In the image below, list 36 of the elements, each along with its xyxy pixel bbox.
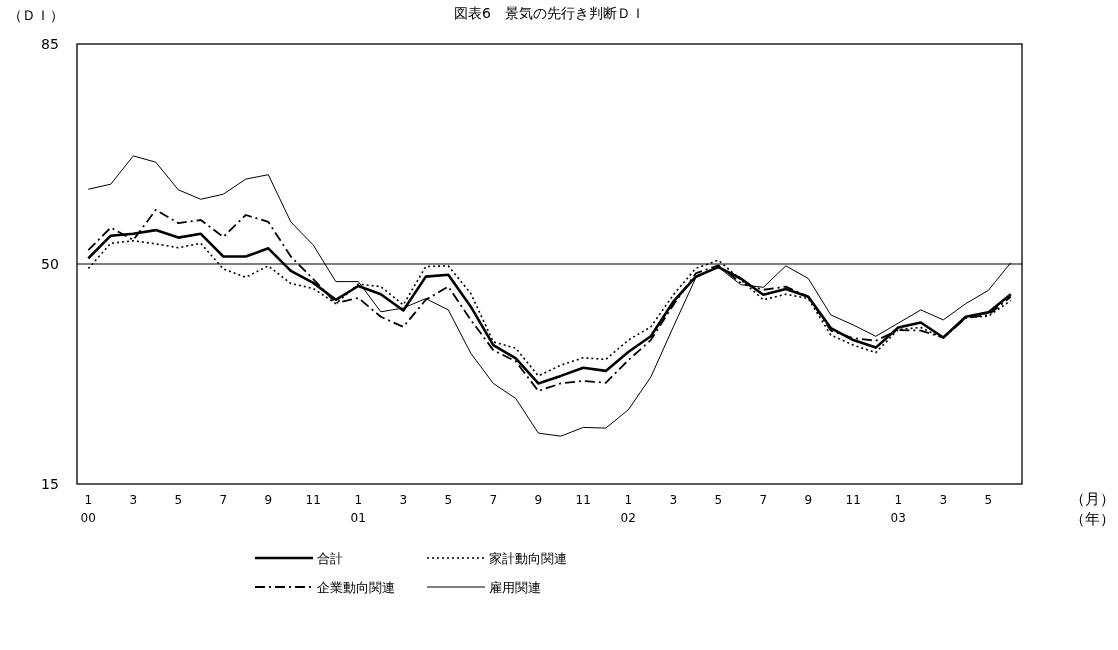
x-tick-label: 11 [845,493,861,507]
text: 03 [890,511,906,525]
x-tick-label: 3 [129,493,138,507]
y-tick-label: 85 [41,36,59,52]
chart-title: 図表6 景気の先行き判断ＤＩ [454,5,645,21]
x-tick-label: 3 [399,493,408,507]
x-tick-label: 7 [489,493,498,507]
y-tick-label: 50 [41,256,59,272]
x-axis-title: （月） [1070,490,1115,508]
x-tick-label: 7 [759,493,768,507]
text: 02 [620,511,636,525]
text: 00 [80,511,96,525]
x-tick-label: 3 [669,493,678,507]
y-axis-title: （ＤＩ） [8,7,64,23]
x-tick-label: 5 [444,493,453,507]
legend-label: 企業動向関連 [317,580,395,595]
legend-label: 合計 [317,551,343,566]
x-tick-label: 9 [804,493,813,507]
x-tick-label: 11 [305,493,321,507]
x-tick-label: 5 [174,493,183,507]
x-tick-label: 1 [354,493,363,507]
x-tick-label: 1 [894,493,903,507]
text: 01 [350,511,366,525]
x-tick-label: 7 [219,493,228,507]
text: （年） [1070,510,1115,528]
x-tick-label: 5 [714,493,723,507]
x-tick-label: 9 [264,493,273,507]
x-tick-label: 1 [84,493,93,507]
legend-label: 雇用関連 [489,580,541,595]
x-tick-label: 5 [984,493,993,507]
y-tick-label: 15 [41,476,59,492]
x-tick-label: 3 [939,493,948,507]
legend-label: 家計動向関連 [489,551,567,566]
x-tick-label: 9 [534,493,543,507]
x-tick-label: 11 [575,493,591,507]
x-tick-label: 1 [624,493,633,507]
